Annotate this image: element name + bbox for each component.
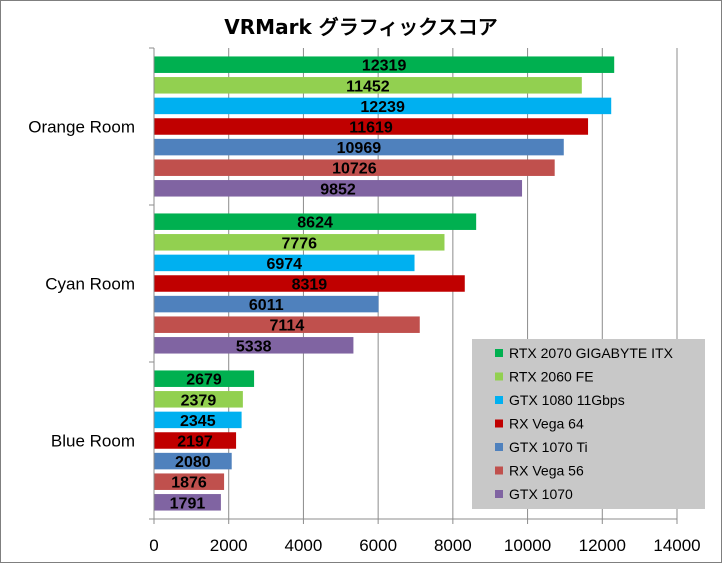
axes: 0 2000 4000 6000 8000 10000 12000 14000 Orange R…	[28, 47, 701, 555]
bar	[154, 370, 255, 387]
x-tick-label: 2000	[210, 536, 248, 555]
data-label: 8319	[292, 277, 328, 294]
bar	[154, 473, 225, 490]
data-label: 12319	[362, 58, 407, 75]
legend: RTX 2070 GIGABYTE ITX RTX 2060 FE GTX 1080…	[472, 339, 705, 509]
data-label: 10969	[337, 140, 382, 157]
legend-label: RTX 2070 GIGABYTE ITX	[509, 345, 674, 361]
data-label: 2679	[186, 372, 222, 389]
bar	[154, 56, 615, 73]
x-tick-label: 14000	[653, 536, 700, 555]
legend-swatch	[495, 372, 503, 381]
bar	[154, 275, 465, 292]
bar	[154, 159, 555, 176]
data-label: 1876	[171, 475, 207, 492]
data-label: 8624	[297, 215, 333, 232]
data-label: 5338	[236, 338, 272, 355]
data-label: 2379	[181, 392, 217, 409]
category-label: Blue Room	[51, 432, 135, 451]
x-tick-label: 6000	[359, 536, 397, 555]
bar	[154, 452, 232, 470]
legend-swatch	[495, 466, 503, 475]
bar	[154, 118, 589, 135]
x-tick-label: 10000	[504, 536, 551, 555]
legend-swatch	[495, 419, 503, 428]
data-label: 9852	[320, 181, 356, 198]
x-tick-label: 8000	[434, 536, 472, 555]
data-labels: 12319 11452 12239 11619 10969 10726 9852 8624 77…	[170, 58, 407, 513]
data-label: 2080	[175, 454, 211, 471]
legend-label: GTX 1070 Ti	[509, 439, 588, 455]
legend-label: RTX 2060 FE	[509, 369, 594, 385]
data-label: 2345	[180, 413, 216, 430]
bar	[154, 432, 237, 449]
data-label: 1791	[170, 495, 206, 512]
data-label: 12239	[360, 99, 405, 116]
legend-label: GTX 1080 11Gbps	[509, 392, 625, 408]
bar	[154, 391, 243, 408]
category-label: Orange Room	[28, 118, 135, 137]
legend-label: RX Vega 56	[509, 463, 584, 479]
legend-swatch	[495, 349, 503, 357]
chart-title: VRMark グラフィックスコア	[224, 15, 497, 39]
data-label: 7114	[270, 318, 305, 335]
bar	[154, 77, 582, 94]
category-label: Cyan Room	[45, 275, 135, 294]
data-label: 7776	[281, 235, 317, 252]
legend-label: RX Vega 64	[509, 416, 584, 432]
bar	[154, 180, 523, 197]
data-label: 10726	[332, 161, 377, 178]
bar	[154, 411, 242, 429]
bar	[154, 138, 564, 156]
x-tick-label: 4000	[285, 536, 323, 555]
data-label: 11619	[349, 120, 393, 137]
legend-swatch	[495, 443, 503, 451]
legend-box	[472, 339, 705, 509]
bar	[154, 337, 354, 354]
data-label: 11452	[346, 78, 390, 95]
bar	[154, 295, 379, 313]
legend-swatch	[495, 490, 503, 498]
bars	[154, 56, 615, 511]
data-label: 6974	[266, 256, 302, 273]
bar	[154, 316, 420, 333]
legend-label: GTX 1070	[509, 486, 573, 502]
bar	[154, 213, 477, 230]
x-tick-label: 12000	[579, 536, 626, 555]
bar	[154, 234, 445, 251]
bar	[154, 97, 612, 115]
bar	[154, 494, 221, 511]
x-tick-label: 0	[149, 536, 158, 555]
data-label: 6011	[249, 297, 284, 314]
legend-swatch	[495, 396, 503, 404]
bar	[154, 254, 415, 272]
data-label: 2197	[177, 434, 213, 451]
